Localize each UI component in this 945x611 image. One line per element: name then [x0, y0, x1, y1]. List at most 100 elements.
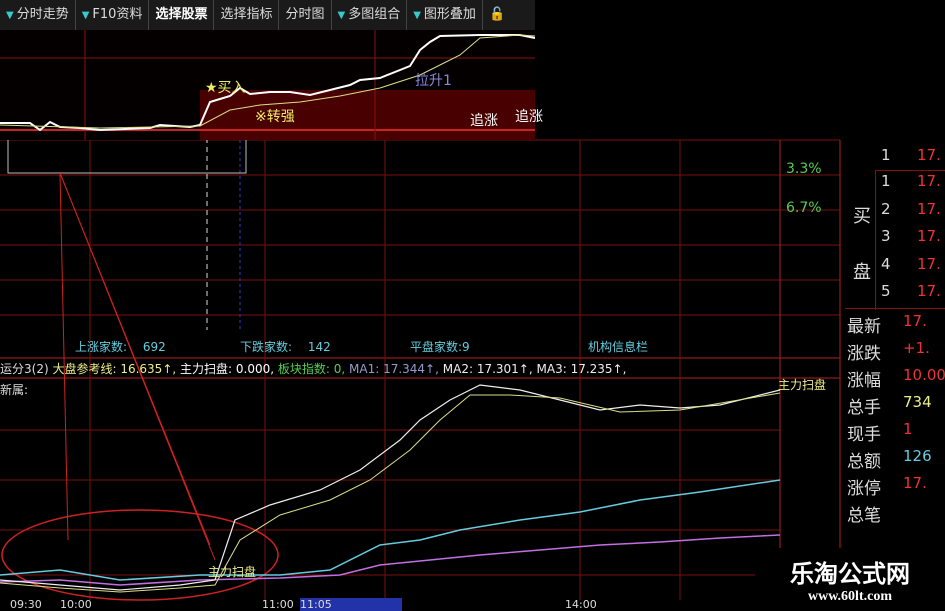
scan-value: 主力扫盘: 0.000, [180, 362, 275, 376]
lift-signal-label: 拉升1 [415, 73, 452, 89]
sell-price: 17. [917, 146, 941, 164]
buy-level: 3 [881, 227, 891, 245]
pct-label-1: 3.3% [786, 161, 822, 177]
watermark-title: 乐淘公式网 [790, 559, 910, 588]
stat-row: 总额 126 [845, 447, 945, 474]
up-count-label: 上涨家数: [75, 340, 128, 354]
stat-label: 总手 [847, 398, 881, 418]
dropdown-triangle-icon: ▼ [6, 10, 14, 21]
time-label: 09:30 [10, 598, 42, 611]
sub-label: 新属: [0, 383, 29, 397]
toolbar-item-0[interactable]: ▼ 分时走势 [0, 0, 76, 30]
toolbar-item-3[interactable]: 选择指标 [214, 0, 280, 30]
buy-level: 2 [881, 199, 891, 218]
ma2-value: MA2: 17.301↑, [442, 362, 533, 376]
stat-row: 最新 17. [845, 312, 945, 339]
buy-level: 4 [881, 254, 891, 273]
toolbar-label: 分时图 [285, 7, 325, 22]
toolbar-item-4[interactable]: 分时图 [279, 0, 332, 30]
bottom-tag: 主力扫盘 [208, 565, 257, 579]
toolbar-label: 图形叠加 [423, 7, 476, 22]
dropdown-triangle-icon: ▼ [337, 10, 346, 21]
stats-divider [845, 308, 945, 309]
purple-line [0, 534, 781, 586]
down-count-label: 下跌家数: [240, 340, 293, 354]
stat-rows: 最新 17. 涨跌 +1. 涨幅 10.00 总手 734 现手 1 总额 126 涨停 17. 总笔 [845, 312, 945, 528]
toolbar-item-6[interactable]: ▼ 图形叠加 [407, 0, 483, 30]
up-count-value: 692 [142, 340, 166, 354]
time-label: 11:05 [300, 598, 402, 611]
down-count-value: 142 [307, 340, 331, 354]
buy-label-bottom: 盘 [853, 262, 871, 283]
flat-count-label: 平盘家数: [410, 340, 463, 354]
buy-row: 1 17. [875, 172, 945, 200]
ma-line-yellow [0, 392, 781, 593]
buy-level: 1 [881, 172, 891, 190]
stat-label: 涨停 [847, 479, 881, 499]
time-axis: 09:30 10:00 11:00 11:05 14:00 [0, 598, 760, 611]
toolbar-item-1[interactable]: ▼ F10资料 [76, 0, 150, 30]
stat-label: 最新 [847, 317, 881, 337]
flat-count-value: 9 [462, 340, 470, 354]
stat-value: 17. [903, 474, 927, 492]
stat-row: 涨幅 10.00 [845, 366, 945, 393]
toolbar-item-5[interactable]: ▼ 多图组合 [332, 0, 408, 30]
toolbar-label: F10资料 [92, 7, 143, 22]
info-bar-link[interactable]: 机构信息栏 [588, 340, 649, 354]
sell-row: 1 17. [875, 140, 945, 171]
down-count: 下跌家数: 142 [240, 338, 331, 355]
stat-label: 涨跌 [847, 344, 881, 364]
buy-level: 5 [881, 282, 891, 300]
ma1-value: MA1: 17.344↑, [349, 362, 439, 376]
stat-value: +1. [903, 339, 930, 357]
toolbar-label: 多图组合 [348, 7, 401, 22]
strong-signal-label: ※转强 [255, 109, 295, 125]
stat-label: 总额 [847, 452, 881, 472]
ma3-value: MA3: 17.235↑, [536, 362, 627, 376]
stat-label: 总笔 [847, 506, 881, 526]
sector-value: 板块指数: 0, [277, 362, 346, 376]
buy-row: 4 17. [875, 255, 945, 283]
inset-chart-svg [0, 30, 536, 140]
watermark-url: www.60lt.com [808, 589, 892, 604]
buy-label-top: 买 [853, 206, 871, 227]
toolbar-item-2[interactable]: 选择股票 [149, 0, 215, 30]
ref-line-value: 大盘参考线: 16.635↑, [52, 362, 177, 376]
indicator-name: 运分3(2) [0, 362, 49, 376]
stat-row: 涨跌 +1. [845, 339, 945, 366]
red-volume-area [200, 90, 535, 140]
stat-label: 现手 [847, 425, 881, 445]
buy-price: 17. [917, 199, 941, 218]
stat-row: 现手 1 [845, 420, 945, 447]
inset-avg-line [0, 34, 536, 129]
chase-label: 追涨 [470, 113, 498, 129]
toolbar-label: 选择股票 [155, 7, 208, 22]
buy-price: 17. [917, 254, 941, 273]
watermark: 乐淘公式网 www.60lt.com [755, 548, 945, 609]
stat-row: 总笔 [845, 501, 945, 528]
stat-row: 涨停 17. [845, 474, 945, 501]
inset-price-line [0, 34, 536, 132]
buy-row: 3 17. [875, 227, 945, 255]
buy-price: 17. [917, 172, 941, 190]
toolbar-label: 选择指标 [220, 7, 273, 22]
grid [0, 139, 841, 609]
indicator-legend: 运分3(2) 大盘参考线: 16.635↑, 主力扫盘: 0.000, 板块指数… [0, 360, 626, 377]
sell-level: 1 [881, 146, 891, 164]
dropdown-triangle-icon: ▼ [81, 10, 90, 21]
stat-row: 总手 734 [845, 393, 945, 420]
lock-icon[interactable]: 🔓 [488, 7, 506, 22]
time-label: 10:00 [60, 598, 92, 611]
stat-label: 涨幅 [847, 371, 881, 391]
buy-price: 17. [917, 282, 941, 300]
buy-signal-label: ★买入 [205, 80, 246, 96]
toolbar: ▼ 分时走势 ▼ F10资料 选择股票 选择指标 分时图 ▼ 多图组合 ▼ 图形叠加 🔓 [0, 0, 535, 31]
buy-row: 5 17. [875, 282, 945, 310]
stat-value: 17. [903, 312, 927, 330]
market-breadth-bar: 上涨家数: 692 [75, 338, 166, 355]
right-tag: 主力扫盘 [778, 378, 827, 392]
buy-row: 2 17. [875, 200, 945, 228]
arrow-line [59, 172, 69, 541]
buy-rows: 1 17. 2 17. 3 17. 4 17. 5 17. [875, 172, 945, 310]
